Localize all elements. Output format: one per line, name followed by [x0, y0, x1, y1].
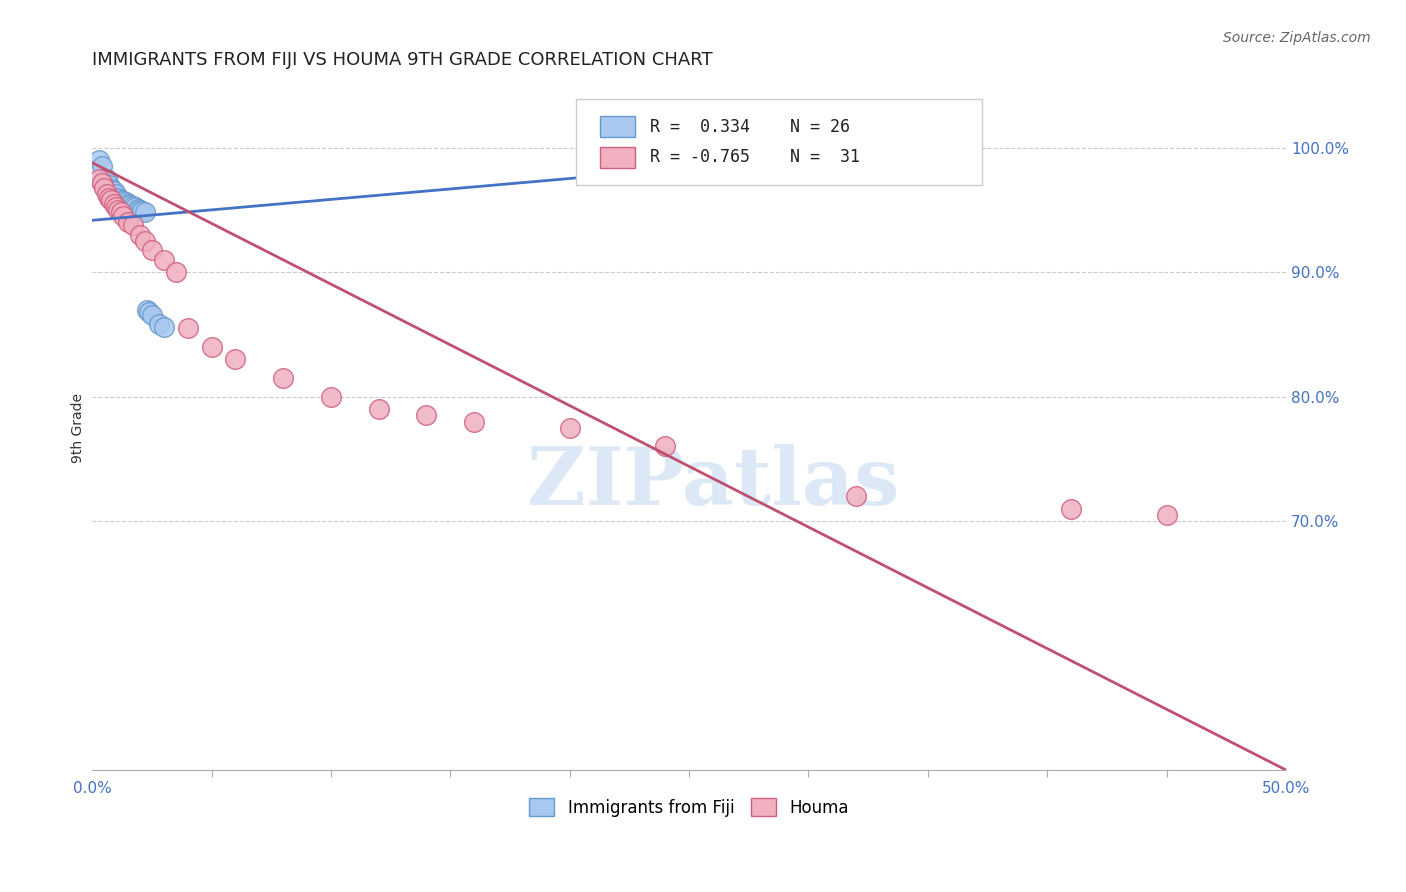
Point: [103, 196, 125, 211]
Point: [845, 489, 868, 503]
Point: [1156, 508, 1178, 522]
Point: [134, 205, 156, 219]
FancyBboxPatch shape: [599, 116, 636, 136]
Point: [141, 308, 163, 322]
Point: [100, 182, 122, 196]
Point: [136, 302, 159, 317]
Point: [134, 234, 156, 248]
Point: [112, 209, 135, 223]
Point: [117, 196, 139, 211]
Point: [103, 184, 125, 198]
Point: [107, 190, 129, 204]
Point: [129, 227, 152, 242]
Point: [100, 193, 122, 207]
Point: [141, 243, 163, 257]
Point: [165, 265, 187, 279]
Point: [110, 205, 132, 219]
Point: [93, 172, 115, 186]
Point: [148, 318, 170, 332]
Point: [131, 204, 153, 219]
Point: [114, 195, 136, 210]
Point: [89, 153, 111, 168]
Point: [107, 202, 129, 217]
Point: [90, 160, 112, 174]
Point: [558, 421, 581, 435]
Point: [200, 340, 222, 354]
Text: Source: ZipAtlas.com: Source: ZipAtlas.com: [1223, 31, 1371, 45]
Point: [319, 390, 342, 404]
Text: IMMIGRANTS FROM FIJI VS HOUMA 9TH GRADE CORRELATION CHART: IMMIGRANTS FROM FIJI VS HOUMA 9TH GRADE …: [93, 51, 713, 69]
Point: [105, 201, 128, 215]
Legend: Immigrants from Fiji, Houma: Immigrants from Fiji, Houma: [523, 792, 855, 823]
Text: R =  0.334    N = 26: R = 0.334 N = 26: [650, 118, 849, 136]
Point: [224, 352, 246, 367]
Point: [415, 409, 437, 423]
Point: [89, 172, 111, 186]
Point: [129, 202, 152, 217]
Point: [110, 193, 132, 207]
Point: [176, 321, 198, 335]
Text: ZIPatlas: ZIPatlas: [527, 443, 898, 522]
Point: [96, 186, 118, 201]
Point: [121, 218, 143, 232]
Point: [105, 186, 128, 201]
Point: [112, 194, 135, 209]
Point: [93, 180, 115, 194]
Point: [124, 201, 146, 215]
Point: [153, 320, 176, 334]
Point: [463, 415, 485, 429]
Point: [1060, 501, 1083, 516]
FancyBboxPatch shape: [575, 99, 981, 185]
Point: [654, 439, 676, 453]
Point: [117, 215, 139, 229]
Point: [97, 178, 120, 192]
FancyBboxPatch shape: [599, 147, 636, 168]
Point: [367, 402, 389, 417]
Point: [271, 371, 294, 385]
Point: [96, 172, 118, 186]
Y-axis label: 9th Grade: 9th Grade: [72, 392, 86, 463]
Point: [153, 252, 176, 267]
Point: [127, 202, 149, 216]
Point: [952, 138, 974, 153]
Point: [138, 305, 160, 319]
Point: [97, 190, 120, 204]
Point: [120, 198, 142, 212]
Point: [121, 199, 143, 213]
Text: R = -0.765    N =  31: R = -0.765 N = 31: [650, 148, 859, 167]
Point: [90, 176, 112, 190]
